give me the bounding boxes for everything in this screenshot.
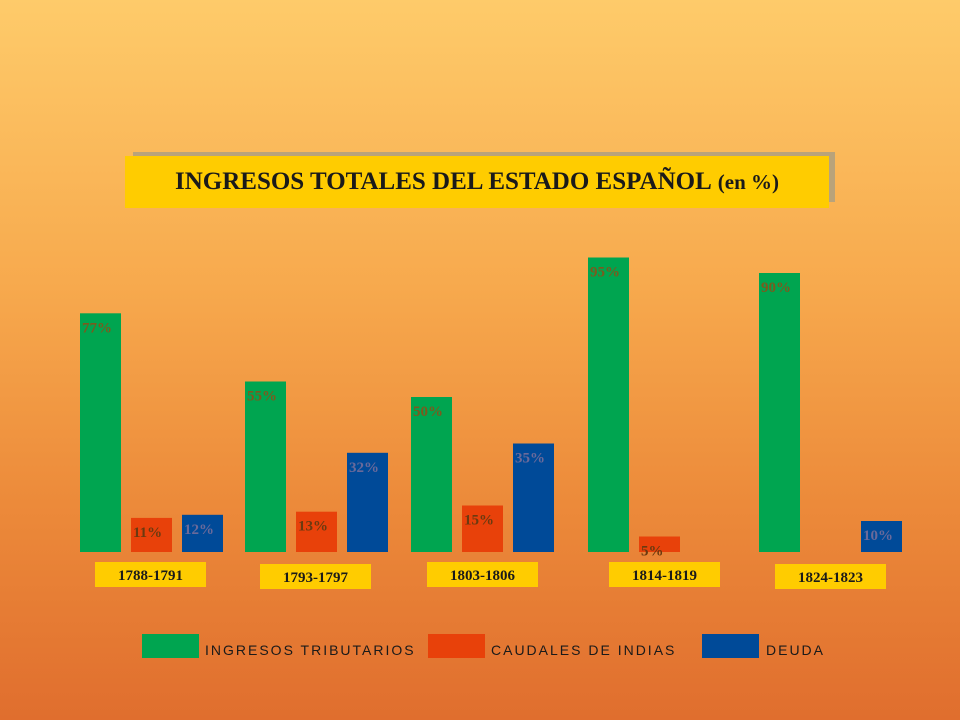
- legend: INGRESOS TRIBUTARIOS CAUDALES DE INDIAS …: [0, 634, 960, 664]
- data-label-deuda-1788-1791: 12%: [184, 522, 214, 538]
- data-label-ingresos-tributarios-1824-1823: 90%: [761, 280, 791, 296]
- bar-caudales-de-indias-1793-1797: [296, 511, 337, 552]
- data-label-deuda-1824-1823: 10%: [863, 528, 893, 544]
- data-label-deuda-1803-1806: 35%: [515, 451, 545, 467]
- data-label-caudales-de-indias-1814-1819: 5%: [641, 544, 664, 560]
- data-label-caudales-de-indias-1788-1791: 11%: [133, 525, 162, 541]
- category-label-1814-1819: 1814-1819: [632, 568, 697, 584]
- bar-chart: 77% 11% 12% 1788-1791 55% 13% 32% 1793-1797 50% 1…: [80, 257, 902, 589]
- category-label-1824-1823: 1824-1823: [798, 570, 863, 586]
- data-label-ingresos-tributarios-1788-1791: 77%: [82, 320, 112, 336]
- bar-caudales-de-indias-1814-1819: [639, 536, 680, 552]
- bar-deuda-1793-1797: [347, 452, 388, 552]
- period-box-1788-1791: [95, 562, 206, 587]
- legend-swatch-indias: [428, 634, 485, 658]
- bar-ingresos-tributarios-1788-1791: [80, 313, 121, 552]
- bar-deuda-1788-1791: [182, 514, 223, 552]
- bar-deuda-1824-1823: [861, 521, 902, 552]
- bar-ingresos-tributarios-1793-1797: [245, 381, 286, 552]
- bar-ingresos-tributarios-1803-1806: [411, 397, 452, 552]
- data-label-ingresos-tributarios-1803-1806: 50%: [413, 404, 443, 420]
- period-box-1824-1823: [775, 564, 886, 589]
- legend-swatch-deuda: [702, 634, 759, 658]
- bar-ingresos-tributarios-1814-1819: [588, 257, 629, 552]
- data-label-caudales-de-indias-1793-1797: 13%: [298, 519, 328, 535]
- legend-label-indias: CAUDALES DE INDIAS: [491, 642, 677, 658]
- bar-caudales-de-indias-1803-1806: [462, 505, 503, 552]
- bar-caudales-de-indias-1788-1791: [131, 517, 172, 552]
- category-label-1803-1806: 1803-1806: [450, 568, 515, 584]
- bar-deuda-1803-1806: [513, 443, 554, 552]
- bar-ingresos-tributarios-1824-1823: [759, 273, 800, 552]
- data-label-deuda-1793-1797: 32%: [349, 460, 379, 476]
- chart-title: INGRESOS TOTALES DEL ESTADO ESPAÑOL (en …: [125, 156, 829, 208]
- legend-label-tributarios: INGRESOS TRIBUTARIOS: [205, 642, 416, 658]
- legend-label-deuda: DEUDA: [766, 642, 826, 658]
- chart-title-main: INGRESOS TOTALES DEL ESTADO ESPAÑOL: [174, 168, 712, 195]
- data-label-caudales-de-indias-1803-1806: 15%: [464, 513, 494, 529]
- period-box-1803-1806: [427, 562, 538, 587]
- category-label-1788-1791: 1788-1791: [118, 568, 183, 584]
- legend-swatch-tributarios: [142, 634, 199, 658]
- data-label-ingresos-tributarios-1793-1797: 55%: [247, 389, 277, 405]
- data-label-ingresos-tributarios-1814-1819: 95%: [590, 265, 620, 281]
- period-box-1814-1819: [609, 562, 720, 587]
- category-label-1793-1797: 1793-1797: [283, 570, 348, 586]
- chart-title-unit: (en %): [717, 169, 779, 194]
- period-box-1793-1797: [260, 564, 371, 589]
